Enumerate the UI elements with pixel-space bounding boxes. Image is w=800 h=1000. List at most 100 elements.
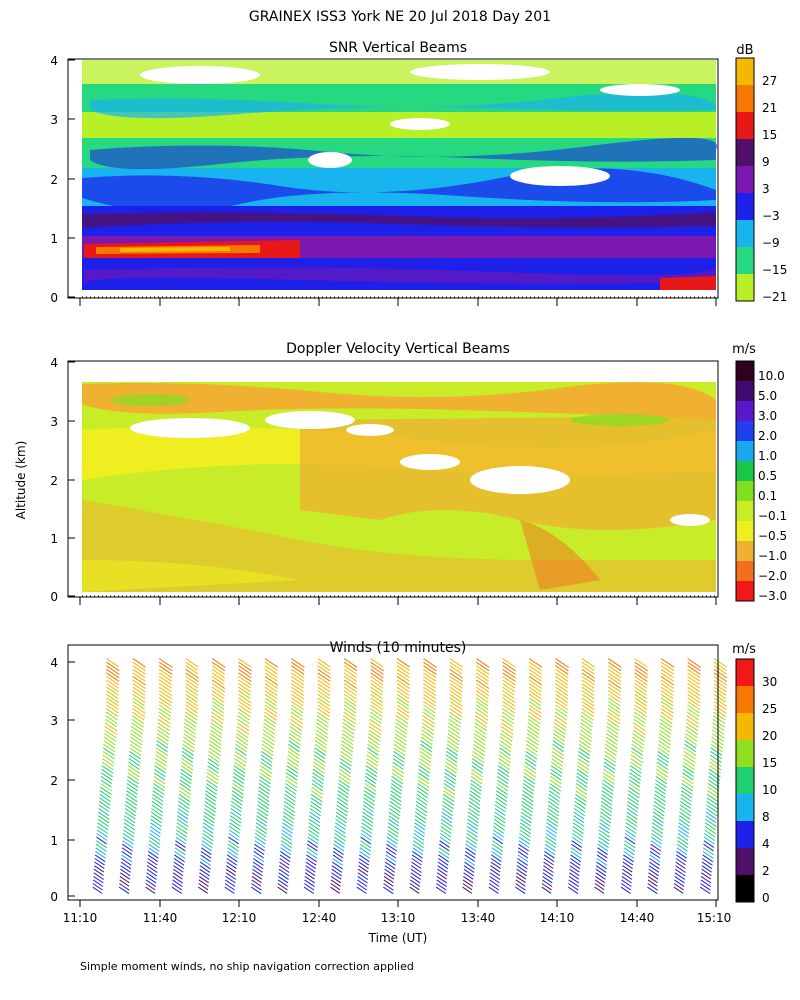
- wind-barb: [151, 800, 163, 809]
- wind-barb: [494, 804, 506, 813]
- wind-barb: [438, 858, 449, 866]
- wind-barb: [396, 700, 410, 710]
- wind-barb: [554, 715, 568, 725]
- wind-barb: [307, 840, 318, 848]
- wind-barb: [231, 793, 243, 803]
- wind-barb: [238, 693, 252, 704]
- wind-barb: [174, 843, 186, 852]
- wind-barb: [528, 708, 542, 718]
- wind-barb: [651, 833, 663, 842]
- wind-barb: [494, 811, 506, 820]
- wind-barb: [185, 675, 199, 686]
- wind-barb: [528, 704, 542, 714]
- wind-barb: [655, 775, 668, 785]
- wind-barb: [156, 743, 168, 753]
- wind-barb: [525, 754, 537, 763]
- wind-barb: [633, 715, 646, 724]
- wind-barb: [315, 725, 328, 735]
- wind-barb: [317, 661, 331, 671]
- wind-barb: [280, 850, 291, 859]
- wind-barb: [492, 836, 504, 845]
- wind-barb: [175, 829, 188, 838]
- snr-cb-label: −15: [762, 263, 787, 277]
- wind-barb: [125, 797, 138, 806]
- wind-barb: [440, 829, 452, 838]
- wind-barb: [132, 679, 146, 689]
- wind-barb: [551, 754, 564, 764]
- wind-barb: [547, 800, 560, 809]
- wind-barb: [314, 747, 327, 756]
- wind-barb: [203, 818, 215, 827]
- wind-barb: [581, 697, 595, 707]
- wind-barb: [438, 850, 450, 859]
- wind-barb: [317, 668, 331, 679]
- wind-barb: [370, 686, 383, 696]
- wind-barb: [701, 868, 712, 877]
- wind-barb: [502, 693, 516, 704]
- wind-barb: [687, 697, 700, 707]
- wind-barb: [654, 790, 666, 799]
- wind-barb: [412, 850, 423, 859]
- wind-barb: [208, 747, 221, 757]
- wind-barb: [343, 715, 356, 725]
- wind-barb: [103, 736, 116, 746]
- snr-cb-label: −9: [762, 236, 780, 250]
- wind-barb: [575, 783, 587, 792]
- wind-barb: [446, 750, 458, 760]
- winds-colorbar-unit: m/s: [732, 642, 756, 657]
- wind-barb: [445, 758, 458, 767]
- wind-barb: [684, 743, 697, 753]
- wind-barb: [449, 686, 463, 696]
- wind-barb: [449, 704, 463, 714]
- wind-barb: [555, 704, 568, 714]
- winds-cb-label: 0: [762, 891, 770, 905]
- wind-barb: [260, 758, 273, 767]
- wind-barb: [343, 690, 357, 700]
- wind-barb: [579, 733, 592, 742]
- wind-barb: [311, 783, 323, 792]
- wind-barb: [474, 725, 487, 735]
- wind-barb: [286, 765, 299, 774]
- wind-barb: [439, 836, 451, 845]
- wind-barb: [682, 772, 694, 781]
- wind-barb: [97, 818, 109, 827]
- svg-text:1: 1: [50, 834, 58, 848]
- wind-barb: [549, 779, 562, 789]
- wind-barb: [343, 704, 357, 714]
- wind-barb: [634, 697, 648, 707]
- wind-barb: [632, 729, 645, 739]
- wind-barb: [684, 736, 697, 746]
- doppler-cb-label: 1.0: [758, 449, 777, 463]
- wind-barb: [543, 858, 554, 866]
- wind-barb: [675, 861, 686, 869]
- wind-barb: [687, 665, 701, 675]
- wind-barb: [652, 822, 664, 831]
- wind-barb: [555, 672, 569, 682]
- wind-barb: [106, 661, 120, 672]
- wind-barb: [185, 697, 199, 707]
- wind-barb: [98, 804, 110, 813]
- wind-barb: [286, 768, 298, 778]
- wind-barb: [652, 815, 664, 824]
- wind-barb: [422, 708, 436, 717]
- wind-barb: [370, 700, 384, 711]
- wind-barb: [498, 750, 512, 760]
- wind-barb: [279, 861, 290, 869]
- wind-barb: [121, 847, 133, 855]
- wind-barb: [542, 868, 554, 877]
- wind-barb: [330, 883, 341, 891]
- wind-barb: [423, 675, 436, 686]
- wind-barb: [230, 811, 242, 820]
- wind-barb: [181, 750, 194, 760]
- wind-barb: [660, 683, 674, 693]
- wind-barb: [676, 847, 688, 856]
- wind-barb: [317, 683, 331, 693]
- wind-barb: [233, 772, 245, 781]
- wind-barb: [703, 836, 715, 845]
- doppler-colorbar: m/s 10.0 5.0 3.0 2.0 1.0 0.5 0.1 −0.1: [732, 342, 787, 603]
- wind-barb: [436, 875, 448, 884]
- wind-barb: [198, 875, 209, 884]
- wind-barb: [713, 704, 727, 714]
- wind-barb: [550, 761, 563, 771]
- wind-barb: [253, 854, 265, 863]
